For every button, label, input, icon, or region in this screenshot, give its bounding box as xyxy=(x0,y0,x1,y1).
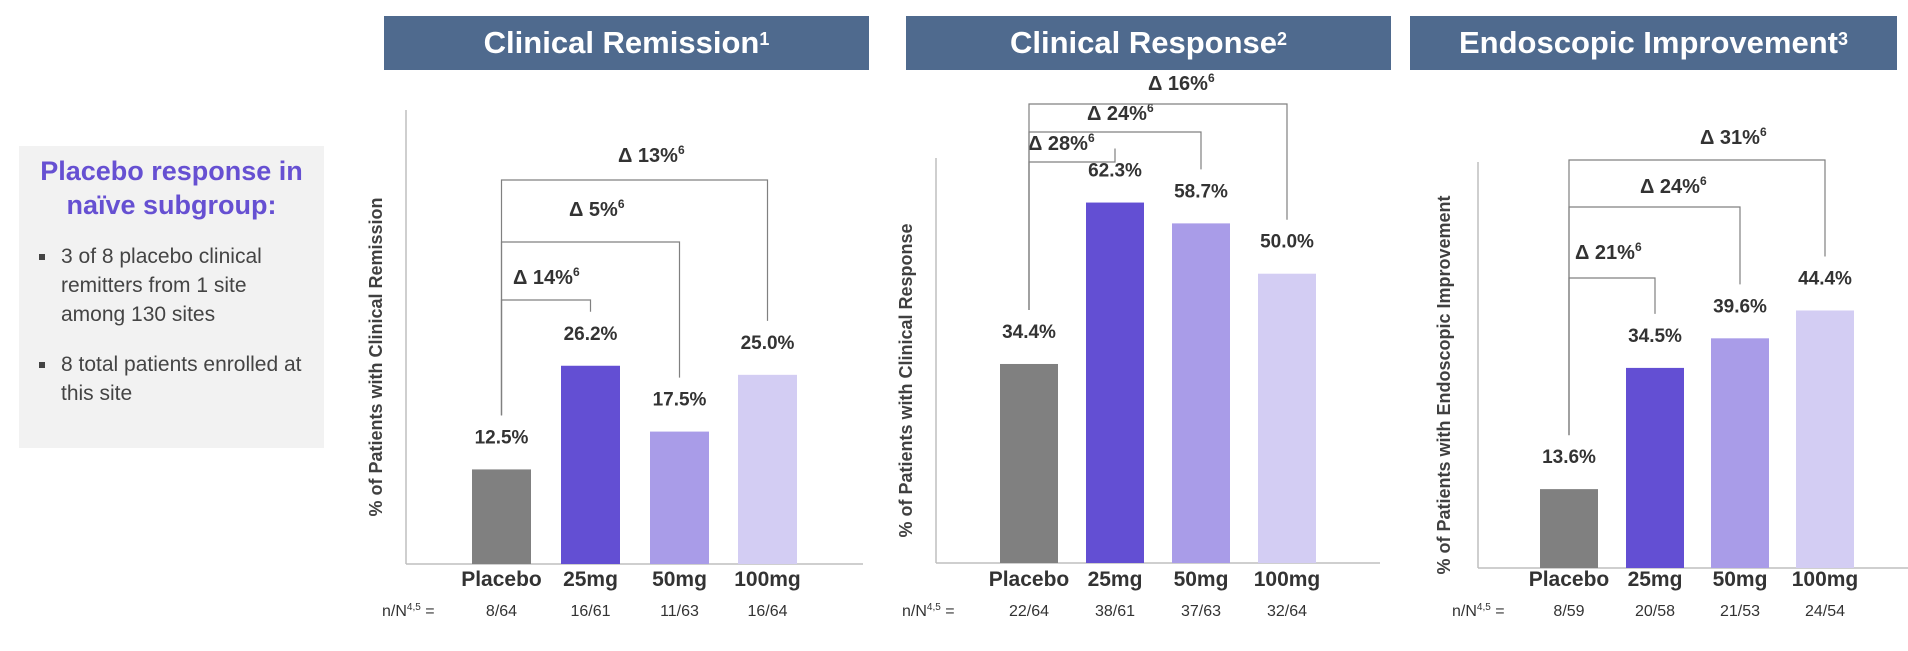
bar-value-label: 62.3% xyxy=(1088,161,1142,182)
bar-value-label: 39.6% xyxy=(1713,296,1767,317)
n-over-n-value: 38/61 xyxy=(1095,603,1135,620)
n-over-n-value: 37/63 xyxy=(1181,603,1221,620)
category-tick-label: Placebo xyxy=(1529,568,1610,591)
bar-value-label: 17.5% xyxy=(653,390,707,411)
panel-title-footnote: 3 xyxy=(1837,28,1848,49)
bar-value-label: 44.4% xyxy=(1798,268,1852,289)
category-tick-label: 50mg xyxy=(1174,568,1229,591)
y-axis-label: % of Patients with Endoscopic Improvemen… xyxy=(1434,195,1454,574)
bar-100mg xyxy=(1258,273,1316,563)
bar-25mg xyxy=(1626,367,1684,568)
bar-placebo xyxy=(472,469,531,564)
n-over-n-value: 16/64 xyxy=(747,603,787,620)
endoscopic-improvement-panel: Endoscopic Improvement 3 % of Patients wi… xyxy=(1400,0,1908,651)
placebo-note-list: 3 of 8 placebo clinical remitters from 1… xyxy=(39,242,304,408)
panel-title: Endoscopic Improvement 3 xyxy=(1410,16,1897,70)
bar-value-label: 34.4% xyxy=(1002,322,1056,343)
n-over-n-label: n/N4,5 = xyxy=(382,602,435,620)
bar-value-label: 13.6% xyxy=(1542,447,1596,468)
bar-25mg xyxy=(1086,202,1144,564)
n-over-n-label: n/N4,5 = xyxy=(1452,602,1505,620)
bar-25mg xyxy=(561,365,620,564)
category-tick-label: 50mg xyxy=(1713,568,1768,591)
bar-value-label: 50.0% xyxy=(1260,232,1314,253)
panel-title-text: Endoscopic Improvement xyxy=(1459,25,1838,60)
category-tick-label: 100mg xyxy=(1792,568,1859,591)
category-tick-label: Placebo xyxy=(461,568,542,591)
panel-title: Clinical Remission 1 xyxy=(384,16,869,70)
bar-50mg xyxy=(1172,223,1230,563)
bar-value-label: 26.2% xyxy=(564,324,618,345)
n-over-n-value: 11/63 xyxy=(660,603,699,620)
clinical-remission-panel: Clinical Remission 1 % of Patients with C… xyxy=(360,0,880,651)
bar-value-label: 34.5% xyxy=(1628,326,1682,347)
delta-label: Δ 21%6 xyxy=(1575,240,1642,264)
delta-label: Δ 24%6 xyxy=(1640,174,1707,198)
delta-label: Δ 16%6 xyxy=(1148,71,1215,95)
delta-bracket xyxy=(1568,159,1826,436)
category-tick-label: 50mg xyxy=(652,568,707,591)
bar-value-label: 25.0% xyxy=(741,333,795,354)
bar-50mg xyxy=(650,431,709,564)
placebo-note-title: Placebo response in naïve subgroup: xyxy=(40,156,303,220)
delta-label: Δ 28%6 xyxy=(1028,131,1095,155)
n-over-n-value: 8/64 xyxy=(486,603,517,620)
y-axis-label: % of Patients with Clinical Response xyxy=(896,223,916,537)
n-over-n-value: 20/58 xyxy=(1635,603,1675,620)
n-over-n-value: 32/64 xyxy=(1267,603,1307,620)
category-tick-label: 100mg xyxy=(1254,568,1321,591)
n-over-n-value: 22/64 xyxy=(1009,603,1049,620)
delta-bracket xyxy=(1028,103,1288,310)
bar-placebo xyxy=(1540,489,1598,568)
category-tick-label: 25mg xyxy=(1628,568,1683,591)
bar-value-label: 12.5% xyxy=(475,427,529,448)
n-over-n-value: 16/61 xyxy=(570,603,610,620)
bar-50mg xyxy=(1711,338,1769,568)
n-over-n-value: 21/53 xyxy=(1720,603,1760,620)
category-tick-label: Placebo xyxy=(989,568,1070,591)
n-over-n-value: 8/59 xyxy=(1553,603,1584,620)
bar-100mg xyxy=(738,374,797,564)
bar-100mg xyxy=(1796,310,1854,568)
y-axis-label: % of Patients with Clinical Remission xyxy=(366,197,386,516)
category-tick-label: 25mg xyxy=(1088,568,1143,591)
placebo-note-bullet: 3 of 8 placebo clinical remitters from 1… xyxy=(39,242,304,329)
panel-title-text: Clinical Response xyxy=(1009,25,1277,60)
delta-label: Δ 13%6 xyxy=(618,143,685,167)
clinical-response-chart: % of Patients with Clinical Response 34.4… xyxy=(896,71,1380,620)
bar-placebo xyxy=(1000,363,1058,563)
placebo-note-box: Placebo response in naïve subgroup: 3 of… xyxy=(19,146,324,448)
panel-title-footnote: 1 xyxy=(759,28,770,49)
clinical-remission-chart: % of Patients with Clinical Remission 12.… xyxy=(366,110,863,620)
panel-title: Clinical Response 2 xyxy=(906,16,1391,70)
delta-bracket xyxy=(500,179,769,416)
panel-title-footnote: 2 xyxy=(1277,28,1288,49)
clinical-response-panel: Clinical Response 2 % of Patients with Cl… xyxy=(880,0,1400,651)
delta-label: Δ 14%6 xyxy=(513,265,580,289)
n-over-n-label: n/N4,5 = xyxy=(902,602,955,620)
category-tick-label: 100mg xyxy=(734,568,801,591)
delta-label: Δ 5%6 xyxy=(569,197,625,221)
bar-value-label: 58.7% xyxy=(1174,181,1228,202)
delta-label: Δ 31%6 xyxy=(1700,125,1767,149)
placebo-note-bullet: 8 total patients enrolled at this site xyxy=(39,350,304,408)
delta-label: Δ 24%6 xyxy=(1087,101,1154,125)
category-tick-label: 25mg xyxy=(563,568,618,591)
endoscopic-improvement-chart: % of Patients with Endoscopic Improvemen… xyxy=(1434,125,1908,620)
n-over-n-value: 24/54 xyxy=(1805,603,1845,620)
panel-title-text: Clinical Remission xyxy=(483,25,760,60)
